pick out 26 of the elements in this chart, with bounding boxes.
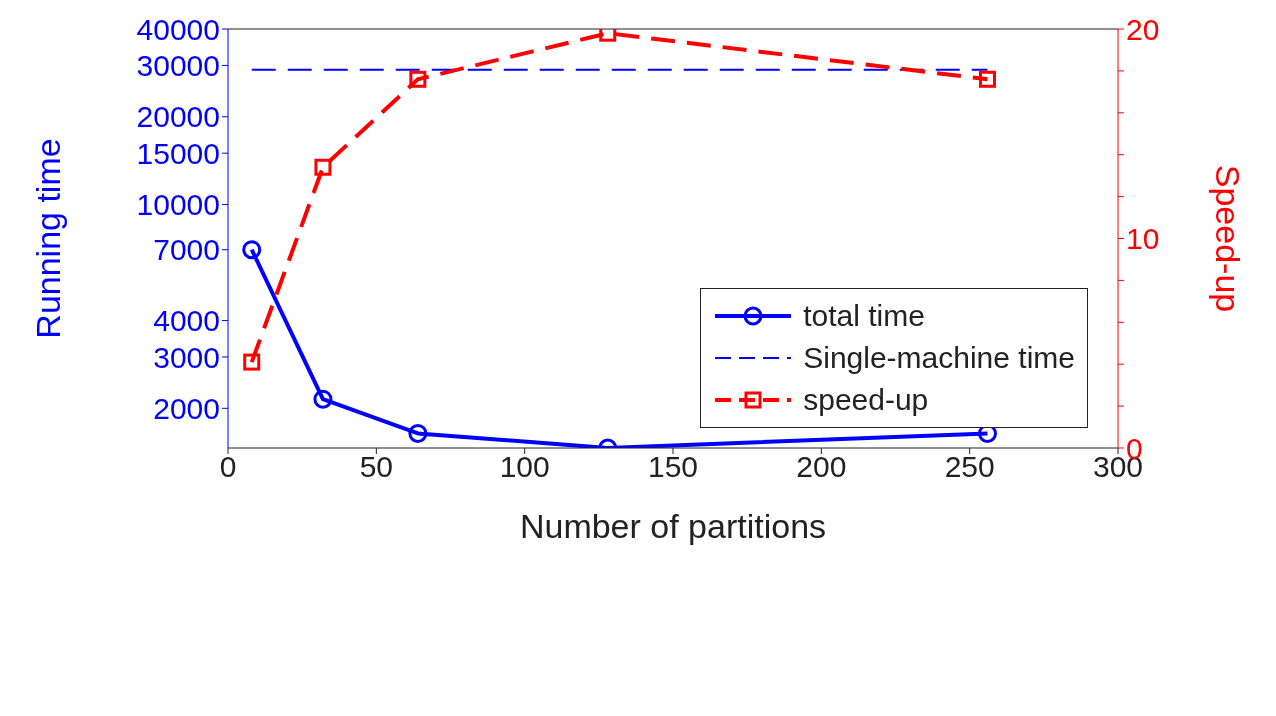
- y-tick-label: 7000: [153, 233, 220, 267]
- y-tick-label: 20000: [136, 100, 220, 134]
- y-tick-label: 10000: [136, 188, 220, 222]
- y2-tick-label: 10: [1126, 222, 1160, 256]
- point: [242, 240, 262, 260]
- x-tick-label: 50: [359, 450, 394, 484]
- x-tick-label: 0: [219, 450, 237, 484]
- point: [408, 423, 428, 443]
- legend-label: Single-machine time: [803, 340, 1075, 376]
- legend-label: total time: [803, 298, 925, 334]
- y-axis-title: Running time: [29, 138, 68, 339]
- y-tick-label: 15000: [136, 136, 220, 170]
- x-tick-label: 250: [944, 450, 995, 484]
- y-tick-label: 40000: [136, 12, 220, 46]
- legend-label: speed-up: [803, 382, 929, 418]
- y-tick-label: 4000: [153, 304, 220, 338]
- x-tick-label: 150: [647, 450, 699, 484]
- y2-axis-title: Speed-up: [1208, 164, 1247, 313]
- y-tick-label: 3000: [153, 340, 220, 374]
- y-tick-label: 2000: [153, 391, 220, 425]
- x-axis-title: Number of partitions: [519, 507, 827, 545]
- x-tick-label: 200: [796, 450, 847, 484]
- y-tick-label: 30000: [136, 49, 220, 83]
- y2-tick-label: 20: [1126, 12, 1160, 46]
- x-tick-label: 100: [499, 450, 550, 484]
- point: [313, 389, 333, 409]
